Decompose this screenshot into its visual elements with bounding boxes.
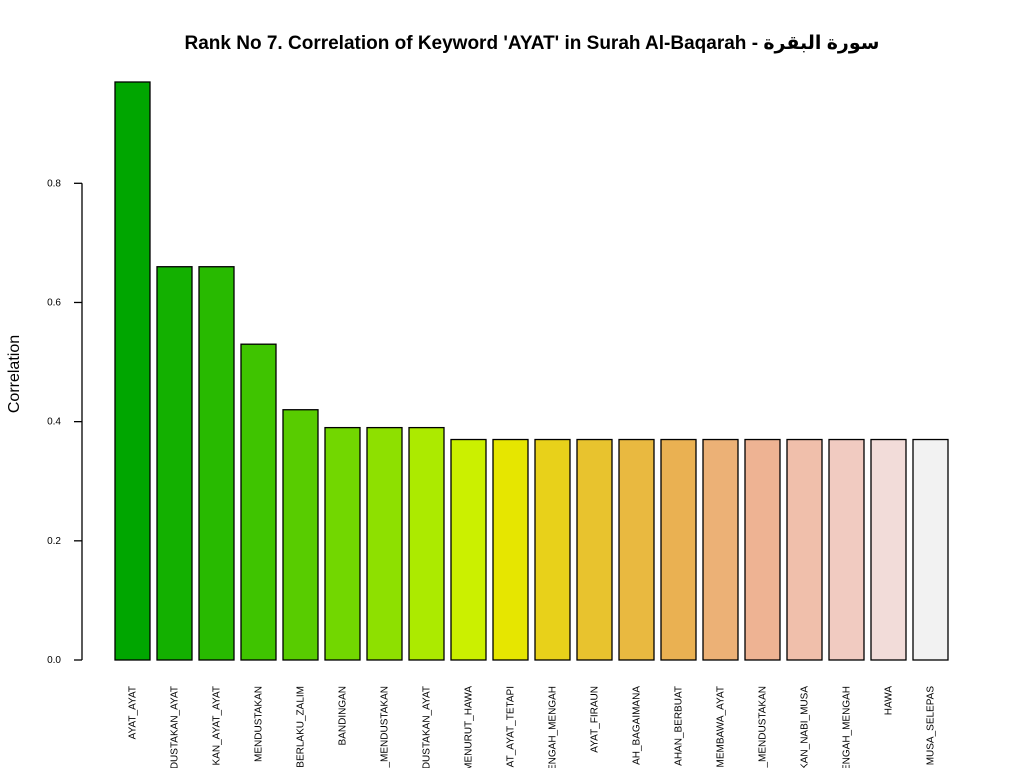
bars <box>114 81 949 661</box>
x-tick-label: KAN_NABI_MUSA <box>800 686 811 768</box>
bar <box>828 438 865 661</box>
bar <box>912 438 949 661</box>
chart-title: Rank No 7. Correlation of Keyword 'AYAT'… <box>185 33 880 54</box>
bar <box>786 438 823 661</box>
x-tick-label: ENGAH_MENGAH <box>842 686 853 768</box>
y-axis-label: Correlation <box>6 335 23 413</box>
x-tick-label: KAN_AYAT_AYAT <box>212 686 223 765</box>
x-tick-label: AYAT_AYAT <box>128 686 139 739</box>
x-axis-tick-labels: AYAT_AYAT DUSTAKAN_AYAT KAN_AYAT_AYAT MENDU… <box>128 686 937 768</box>
bar <box>534 438 571 661</box>
bar <box>366 426 403 661</box>
x-tick-label: MEMBAWA_AYAT <box>716 686 727 768</box>
bar <box>114 81 151 661</box>
x-tick-label: _MENDUSTAKAN <box>380 686 391 768</box>
bar <box>198 266 235 661</box>
x-tick-label: _MENDUSTAKAN <box>758 686 769 768</box>
bar <box>408 426 445 661</box>
bar <box>324 426 361 661</box>
y-tick-label: 0.6 <box>47 297 61 308</box>
bar <box>282 409 319 661</box>
y-tick-label: 0.2 <box>47 536 61 547</box>
y-tick-label: 0.8 <box>47 178 61 189</box>
bar <box>660 438 697 661</box>
bar <box>618 438 655 661</box>
x-tick-label: AH_BAGAIMANA <box>632 686 643 765</box>
y-axis: 0.0 0.2 0.4 0.6 0.8 <box>47 178 83 666</box>
x-tick-label: MUSA_SELEPAS <box>926 686 937 766</box>
x-tick-label: ENGAH_MENGAH <box>548 686 559 768</box>
y-tick-label: 0.4 <box>47 417 61 428</box>
bar <box>156 266 193 661</box>
y-tick-label: 0.0 <box>47 655 61 666</box>
x-tick-label: MENDUSTAKAN <box>254 686 265 762</box>
x-tick-label: AHAN_BERBUAT <box>674 686 685 766</box>
bar <box>744 438 781 661</box>
bar <box>450 438 487 661</box>
bar <box>702 438 739 661</box>
x-tick-label: AT_AYAT_TETAPI <box>506 686 517 767</box>
x-tick-label: BERLAKU_ZALIM <box>296 686 307 768</box>
bar <box>576 438 613 661</box>
x-tick-label: BANDINGAN <box>338 686 349 745</box>
x-tick-label: DUSTAKAN_AYAT <box>422 686 433 768</box>
x-tick-label: DUSTAKAN_AYAT <box>170 686 181 768</box>
bar <box>870 438 907 661</box>
x-tick-label: HAWA <box>884 686 895 716</box>
x-tick-label: AYAT_FIRAUN <box>590 686 601 753</box>
bar <box>240 343 277 661</box>
bar <box>492 438 529 661</box>
x-tick-label: MENURUT_HAWA <box>464 686 475 768</box>
